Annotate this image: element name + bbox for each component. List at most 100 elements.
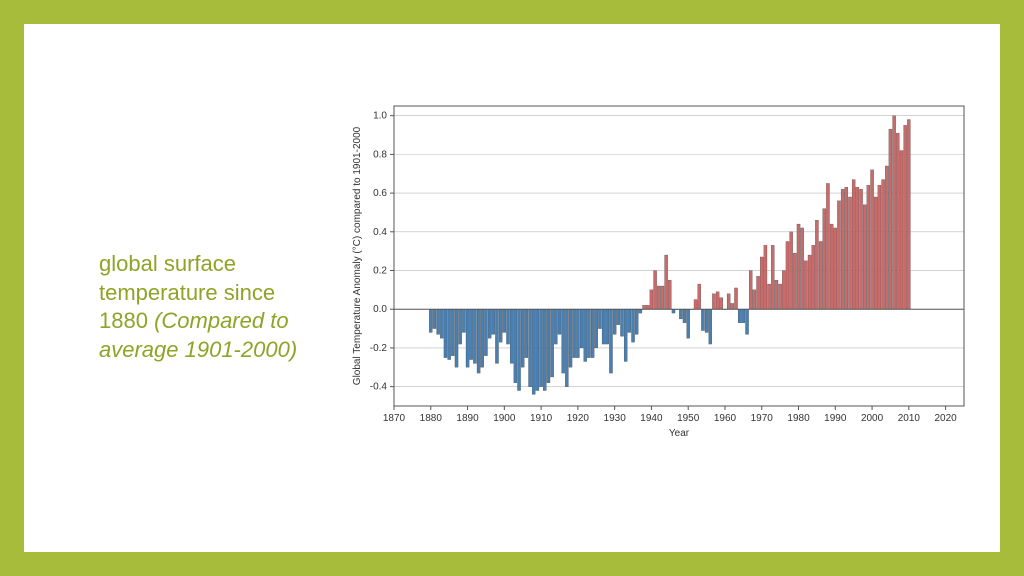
x-tick-label: 1920 bbox=[567, 413, 590, 424]
bar bbox=[830, 224, 833, 309]
bar bbox=[495, 309, 498, 363]
bar bbox=[701, 309, 704, 330]
bar bbox=[698, 284, 701, 309]
bar bbox=[488, 309, 491, 338]
bar bbox=[694, 300, 697, 310]
bar bbox=[797, 224, 800, 309]
bar bbox=[764, 245, 767, 309]
bar bbox=[731, 303, 734, 309]
bar bbox=[852, 180, 855, 310]
bar bbox=[554, 309, 557, 344]
bar bbox=[606, 309, 609, 344]
x-tick-label: 2020 bbox=[934, 413, 957, 424]
bar bbox=[510, 309, 513, 363]
bar bbox=[437, 309, 440, 334]
bar bbox=[874, 197, 877, 309]
y-tick-label: 1.0 bbox=[373, 111, 387, 122]
x-tick-label: 1970 bbox=[751, 413, 774, 424]
bar bbox=[643, 305, 646, 309]
bar bbox=[878, 185, 881, 309]
bar bbox=[760, 257, 763, 309]
bar bbox=[856, 187, 859, 309]
bar bbox=[650, 290, 653, 309]
bar bbox=[543, 309, 546, 390]
caption-line2: temperature since bbox=[99, 280, 275, 305]
x-tick-label: 1960 bbox=[714, 413, 737, 424]
temperature-anomaly-chart: -0.4-0.20.00.20.40.60.81.018701880189019… bbox=[344, 94, 984, 454]
bar bbox=[742, 309, 745, 323]
bar bbox=[624, 309, 627, 361]
bar bbox=[440, 309, 443, 338]
bar bbox=[484, 309, 487, 355]
bar bbox=[470, 309, 473, 359]
bar bbox=[812, 245, 815, 309]
bar bbox=[683, 309, 686, 323]
bar bbox=[893, 116, 896, 310]
bar bbox=[672, 309, 675, 313]
slide-caption: global surface temperature since 1880 (C… bbox=[99, 250, 329, 364]
bar bbox=[473, 309, 476, 363]
bar bbox=[900, 151, 903, 310]
bar bbox=[823, 209, 826, 310]
bar bbox=[613, 309, 616, 334]
bar bbox=[565, 309, 568, 386]
bar bbox=[628, 309, 631, 332]
bar bbox=[904, 125, 907, 309]
bar bbox=[863, 205, 866, 310]
bar bbox=[536, 309, 539, 390]
y-tick-label: -0.2 bbox=[370, 343, 388, 354]
bar bbox=[745, 309, 748, 334]
y-tick-label: 0.6 bbox=[373, 188, 387, 199]
x-tick-label: 1990 bbox=[824, 413, 847, 424]
bar bbox=[907, 120, 910, 310]
bar bbox=[506, 309, 509, 344]
bar bbox=[889, 129, 892, 309]
bar bbox=[462, 309, 465, 332]
bar bbox=[779, 284, 782, 309]
x-axis-label: Year bbox=[669, 428, 690, 439]
bar bbox=[705, 309, 708, 332]
bar bbox=[654, 271, 657, 310]
bar bbox=[631, 309, 634, 342]
bar bbox=[584, 309, 587, 361]
bar bbox=[635, 309, 638, 334]
bar bbox=[598, 309, 601, 328]
bar bbox=[576, 309, 579, 357]
bar bbox=[573, 309, 576, 357]
bar bbox=[481, 309, 484, 367]
bar bbox=[790, 232, 793, 309]
bar bbox=[771, 245, 774, 309]
bar bbox=[775, 280, 778, 309]
bar bbox=[845, 187, 848, 309]
bar bbox=[477, 309, 480, 373]
x-tick-label: 2010 bbox=[898, 413, 921, 424]
bar bbox=[492, 309, 495, 334]
bar bbox=[668, 280, 671, 309]
bar bbox=[815, 220, 818, 309]
bar bbox=[793, 253, 796, 309]
x-tick-label: 1870 bbox=[383, 413, 406, 424]
y-tick-label: 0.2 bbox=[373, 266, 387, 277]
bar bbox=[687, 309, 690, 338]
bar bbox=[562, 309, 565, 373]
bar bbox=[529, 309, 532, 386]
bar bbox=[826, 183, 829, 309]
slide-frame: global surface temperature since 1880 (C… bbox=[24, 24, 1000, 552]
x-tick-label: 1980 bbox=[787, 413, 810, 424]
bar bbox=[448, 309, 451, 359]
y-tick-label: 0.4 bbox=[373, 227, 387, 238]
bar bbox=[885, 166, 888, 309]
bar bbox=[661, 286, 664, 309]
bar bbox=[712, 294, 715, 309]
y-tick-label: 0.8 bbox=[373, 149, 387, 160]
y-tick-label: -0.4 bbox=[370, 382, 388, 393]
bar bbox=[867, 185, 870, 309]
bar bbox=[429, 309, 432, 332]
bar bbox=[665, 255, 668, 309]
bar bbox=[896, 133, 899, 309]
bar bbox=[882, 180, 885, 310]
bar bbox=[786, 241, 789, 309]
bar bbox=[459, 309, 462, 344]
x-tick-label: 1880 bbox=[420, 413, 443, 424]
bar bbox=[540, 309, 543, 386]
